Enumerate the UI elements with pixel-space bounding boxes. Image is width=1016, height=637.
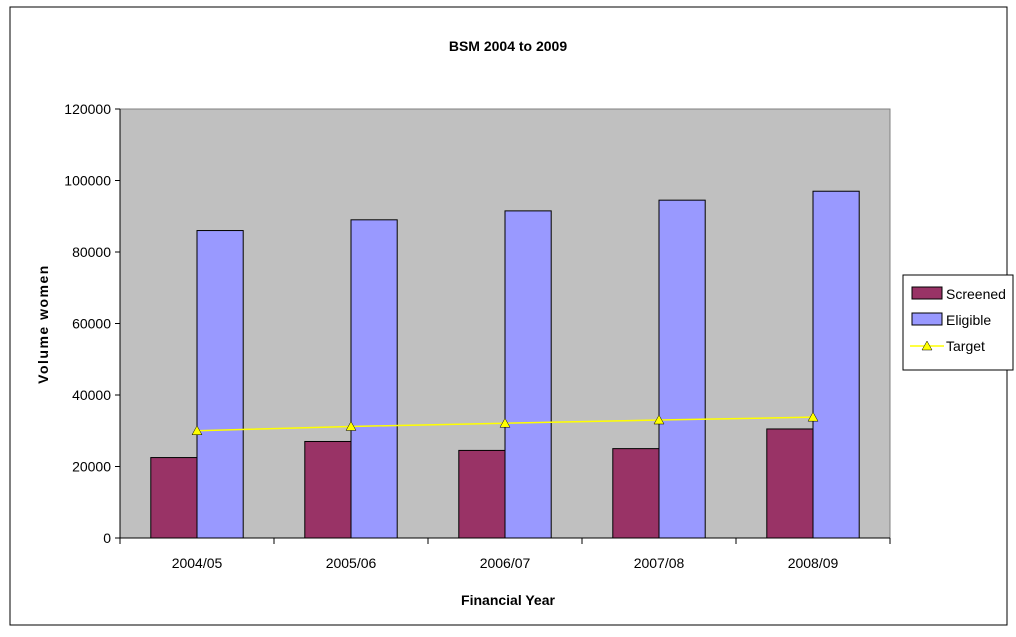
y-tick-label: 40000 <box>72 387 111 403</box>
bar-screened <box>150 457 198 539</box>
y-tick-label: 20000 <box>72 459 111 475</box>
bar-screened <box>612 448 660 539</box>
y-tick-label: 80000 <box>72 244 111 260</box>
bar-eligible <box>812 190 860 539</box>
y-tick-label: 60000 <box>72 316 111 332</box>
target-point <box>499 417 511 428</box>
y-axis: 0 20000 40000 60000 80000 100000 120000 <box>64 101 121 546</box>
target-point <box>653 414 665 425</box>
target-point <box>191 425 203 435</box>
x-tick-label: 2007/08 <box>634 555 685 571</box>
y-axis-label: Volume women <box>35 264 51 384</box>
legend-marker-target <box>921 340 933 351</box>
x-tick-label: 2005/06 <box>326 555 377 571</box>
legend-swatch-screened <box>911 286 943 300</box>
bar-eligible <box>196 230 244 539</box>
legend-label-screened: Screened <box>946 286 1006 302</box>
y-tick-label: 120000 <box>64 101 111 117</box>
y-tick-label: 0 <box>103 530 111 546</box>
x-tick-label: 2006/07 <box>480 555 531 571</box>
bars <box>150 190 860 539</box>
x-axis-label: Financial Year <box>461 592 555 608</box>
x-tick-label: 2004/05 <box>172 555 223 571</box>
legend: Screened Eligible Target <box>902 274 1014 371</box>
bar-eligible <box>504 210 552 539</box>
bar-eligible <box>658 199 706 539</box>
bar-screened <box>766 428 814 539</box>
legend-label-target: Target <box>946 338 985 354</box>
target-line <box>191 411 819 435</box>
y-tick-label: 100000 <box>64 173 111 189</box>
target-point <box>807 411 819 422</box>
x-tick-label: 2008/09 <box>788 555 839 571</box>
bar-eligible <box>350 219 398 539</box>
legend-label-eligible: Eligible <box>946 312 991 328</box>
bar-screened <box>304 440 352 539</box>
legend-swatch-eligible <box>911 312 943 326</box>
bar-screened <box>458 449 506 539</box>
chart-title: BSM 2004 to 2009 <box>449 38 567 54</box>
target-point <box>345 420 357 431</box>
